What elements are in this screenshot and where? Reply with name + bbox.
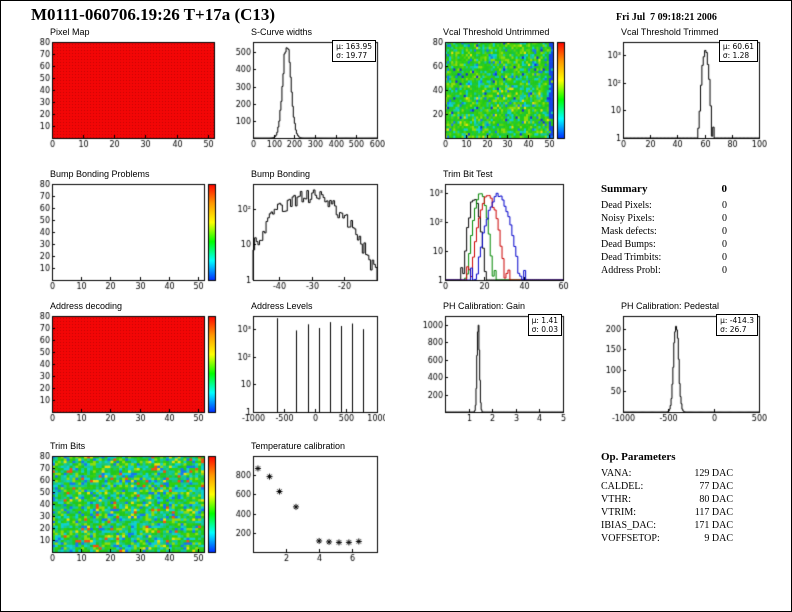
op-parameter-label: IBIAS_DAC: (601, 520, 657, 531)
summary-row-value: 0 (722, 239, 727, 250)
panel-vcal-trimmed: Vcal Threshold Trimmed μ: 60.61 σ: 1.28 (597, 27, 767, 151)
summary-row-label: Address Probl: (601, 265, 661, 276)
op-parameter-value: 77 DAC (699, 481, 733, 492)
op-parameter-row: CALDEL: 77 DAC (601, 480, 733, 493)
chart-title-vcal-untrimmed: Vcal Threshold Untrimmed (443, 27, 550, 37)
op-parameter-value: 117 DAC (694, 507, 733, 518)
summary-row: Dead Pixels: 0 (601, 199, 727, 212)
summary-row-value: 0 (722, 265, 727, 276)
chart-title-pixel-map: Pixel Map (50, 27, 90, 37)
stat-sigma: σ: 0.03 (531, 325, 558, 334)
chart-title-bump-problems: Bump Bonding Problems (50, 169, 150, 179)
summary-row-value: 0 (722, 226, 727, 237)
chart-title-trim-bits: Trim Bits (50, 441, 86, 451)
chart-title-address-levels: Address Levels (251, 301, 313, 311)
op-parameter-label: CALDEL: (601, 481, 644, 492)
chart-title-ph-gain: PH Calibration: Gain (443, 301, 526, 311)
stat-mu: μ: 60.61 (722, 42, 754, 51)
summary-row-label: Dead Pixels: (601, 200, 652, 211)
trim-bit-test-plot (419, 180, 571, 293)
op-parameter-value: 129 DAC (694, 468, 733, 479)
address-levels-plot (227, 312, 385, 425)
summary-row: Mask defects: 0 (601, 225, 727, 238)
stats-box-vcal-trimmed: μ: 60.61 σ: 1.28 (718, 40, 758, 62)
summary-title: Summary (601, 183, 648, 195)
op-parameter-value: 9 DAC (704, 533, 733, 544)
op-parameter-row: VANA: 129 DAC (601, 467, 733, 480)
stat-mu: μ: 163.95 (336, 42, 372, 51)
summary-total: 0 (721, 183, 728, 195)
stats-box-ph-gain: μ: 1.41 σ: 0.03 (527, 314, 562, 336)
op-parameter-value: 80 DAC (699, 494, 733, 505)
panel-trim-bit-test: Trim Bit Test (419, 169, 571, 293)
chart-title-scurve-widths: S-Curve widths (251, 27, 313, 37)
vcal-untrimmed-plot (419, 38, 571, 151)
panel-bump-problems: Bump Bonding Problems (26, 169, 222, 293)
stats-box-scurve: μ: 163.95 σ: 19.77 (332, 40, 376, 62)
op-parameter-label: VTRIM: (601, 507, 636, 518)
panel-address-levels: Address Levels (227, 301, 385, 425)
summary-row-label: Noisy Pixels: (601, 213, 655, 224)
stat-sigma: σ: 1.28 (722, 51, 750, 60)
summary-row: Address Probl: 0 (601, 264, 727, 277)
panel-bump-bonding: Bump Bonding (227, 169, 385, 293)
stat-mu: μ: -414.3 (720, 316, 754, 325)
panel-temperature: Temperature calibration (227, 441, 385, 565)
op-parameter-label: VANA: (601, 468, 632, 479)
address-decoding-plot (26, 312, 222, 425)
pixel-map-plot (26, 38, 222, 151)
op-parameter-row: VTRIM: 117 DAC (601, 506, 733, 519)
bump-problems-plot (26, 180, 222, 293)
stats-box-ph-pedestal: μ: -414.3 σ: 26.7 (716, 314, 758, 336)
chart-title-address-decoding: Address decoding (50, 301, 123, 311)
op-parameters-block: Op. Parameters VANA: 129 DAC CALDEL: 77 … (601, 451, 733, 545)
report-title: M0111-060706.19:26 T+17a (C13) (31, 5, 276, 24)
op-parameter-label: VTHR: (601, 494, 631, 505)
panel-ph-gain: PH Calibration: Gain μ: 1.41 σ: 0.03 (419, 301, 571, 425)
summary-row-label: Mask defects: (601, 226, 657, 237)
summary-block: Summary 0 Dead Pixels: 0 Noisy Pixels: 0… (601, 183, 727, 277)
panel-trim-bits: Trim Bits (26, 441, 222, 565)
panel-address-decoding: Address decoding (26, 301, 222, 425)
op-parameter-row: VTHR: 80 DAC (601, 493, 733, 506)
summary-row-value: 0 (722, 200, 727, 211)
summary-row-label: Dead Trimbits: (601, 252, 662, 263)
chart-title-temperature: Temperature calibration (251, 441, 346, 451)
chart-title-vcal-trimmed: Vcal Threshold Trimmed (621, 27, 719, 37)
report-timestamp: Fri Jul 7 09:18:21 2006 (616, 12, 717, 23)
summary-row-value: 0 (722, 213, 727, 224)
op-parameters-title: Op. Parameters (601, 451, 676, 463)
panel-vcal-untrimmed: Vcal Threshold Untrimmed (419, 27, 571, 151)
summary-row: Dead Trimbits: 0 (601, 251, 727, 264)
summary-row: Noisy Pixels: 0 (601, 212, 727, 225)
stat-sigma: σ: 19.77 (336, 51, 368, 60)
summary-row-label: Dead Bumps: (601, 239, 656, 250)
summary-row-value: 0 (722, 252, 727, 263)
chart-title-trim-bit-test: Trim Bit Test (443, 169, 493, 179)
op-parameter-row: VOFFSETOP: 9 DAC (601, 532, 733, 545)
op-parameter-label: VOFFSETOP: (601, 533, 660, 544)
op-parameter-row: IBIAS_DAC: 171 DAC (601, 519, 733, 532)
trim-bits-plot (26, 452, 222, 565)
temperature-calibration-plot (227, 452, 385, 565)
chart-title-ph-pedestal: PH Calibration: Pedestal (621, 301, 720, 311)
panel-scurve-widths: S-Curve widths μ: 163.95 σ: 19.77 (227, 27, 385, 151)
chart-title-bump-bonding: Bump Bonding (251, 169, 311, 179)
stat-mu: μ: 1.41 (531, 316, 558, 325)
summary-row: Dead Bumps: 0 (601, 238, 727, 251)
panel-ph-pedestal: PH Calibration: Pedestal μ: -414.3 σ: 26… (597, 301, 767, 425)
stat-sigma: σ: 26.7 (720, 325, 747, 334)
panel-pixel-map: Pixel Map (26, 27, 222, 151)
bump-bonding-plot (227, 180, 385, 293)
op-parameter-value: 171 DAC (694, 520, 733, 531)
